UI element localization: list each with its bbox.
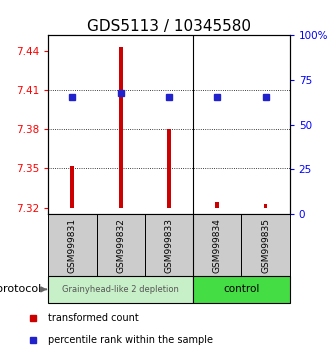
Text: GSM999831: GSM999831	[68, 218, 77, 273]
Text: Grainyhead-like 2 depletion: Grainyhead-like 2 depletion	[62, 285, 179, 294]
Text: GSM999835: GSM999835	[261, 218, 270, 273]
Bar	[215, 202, 219, 208]
Bar	[119, 47, 123, 208]
Text: GSM999834: GSM999834	[213, 218, 222, 273]
Text: GSM999833: GSM999833	[165, 218, 173, 273]
Bar	[48, 276, 193, 303]
Text: transformed count: transformed count	[48, 313, 139, 323]
Bar	[264, 204, 267, 208]
Bar	[48, 214, 97, 276]
Bar	[145, 214, 193, 276]
Bar	[193, 214, 241, 276]
Bar	[241, 214, 290, 276]
Text: protocol: protocol	[0, 284, 42, 295]
Bar	[71, 166, 74, 208]
Text: percentile rank within the sample: percentile rank within the sample	[48, 335, 213, 345]
Text: control: control	[223, 284, 260, 295]
Title: GDS5113 / 10345580: GDS5113 / 10345580	[87, 19, 251, 34]
Bar	[97, 214, 145, 276]
Text: GSM999832: GSM999832	[116, 218, 125, 273]
Bar	[167, 129, 171, 208]
Bar	[193, 276, 290, 303]
